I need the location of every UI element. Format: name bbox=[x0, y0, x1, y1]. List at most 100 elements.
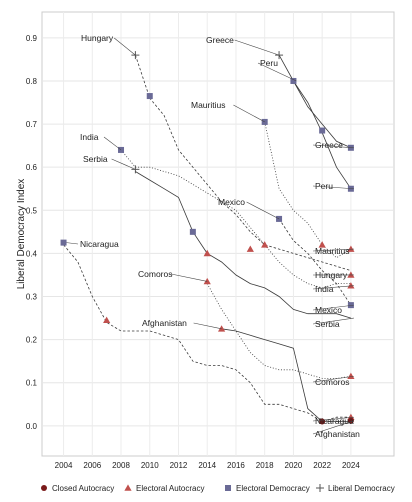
svg-text:India: India bbox=[80, 132, 99, 142]
svg-text:Greece: Greece bbox=[206, 35, 234, 45]
x-tick-label: 2024 bbox=[342, 461, 360, 470]
svg-text:Greece: Greece bbox=[315, 140, 343, 150]
triangle-legend-icon bbox=[124, 484, 132, 491]
y-axis-label: Liberal Democracy Index bbox=[16, 179, 27, 290]
y-tick-label: 0.6 bbox=[26, 163, 38, 172]
label-serbia: Serbia bbox=[312, 317, 354, 329]
grid bbox=[42, 12, 394, 456]
plus-legend-icon bbox=[316, 484, 324, 492]
x-tick-label: 2018 bbox=[256, 461, 274, 470]
svg-text:Mexico: Mexico bbox=[315, 305, 342, 315]
y-tick-label: 0.4 bbox=[26, 249, 38, 258]
label-mexico: Mexico bbox=[312, 304, 354, 315]
label-mexico: Mexico bbox=[218, 197, 280, 220]
y-tick-label: 0.7 bbox=[26, 120, 38, 129]
label-hungary: Hungary bbox=[81, 33, 136, 56]
svg-text:Peru: Peru bbox=[315, 181, 333, 191]
x-tick-label: 2014 bbox=[198, 461, 216, 470]
legend-item-electoral-democracy: Electoral Democracy bbox=[225, 484, 310, 493]
x-tick-label: 2008 bbox=[112, 461, 130, 470]
y-tick-label: 0.9 bbox=[26, 34, 38, 43]
svg-text:Nicaragua: Nicaragua bbox=[315, 416, 354, 426]
label-afghanistan: Afghanistan bbox=[312, 420, 360, 439]
triangle-marker bbox=[318, 241, 326, 248]
y-tick-label: 0.3 bbox=[26, 293, 38, 302]
legend-item-closed-autocracy: Closed Autocracy bbox=[41, 484, 114, 493]
label-india: India bbox=[80, 132, 122, 151]
svg-text:Afghanistan: Afghanistan bbox=[315, 429, 360, 439]
label-nicaragua: Nicaragua bbox=[66, 239, 119, 249]
y-ticks: 0.0 0.1 0.2 0.3 0.4 0.5 0.6 0.7 0.8 0.9 bbox=[26, 34, 38, 431]
legend-item-electoral-autocracy: Electoral Autocracy bbox=[124, 484, 204, 493]
svg-text:Electoral Autocracy: Electoral Autocracy bbox=[136, 484, 204, 493]
y-tick-label: 0.2 bbox=[26, 336, 38, 345]
circle-legend-icon bbox=[41, 485, 47, 491]
y-tick-label: 0.8 bbox=[26, 77, 38, 86]
x-tick-label: 2020 bbox=[285, 461, 303, 470]
triangle-marker bbox=[347, 282, 355, 289]
x-tick-label: 2004 bbox=[55, 461, 73, 470]
svg-text:Electoral Democracy: Electoral Democracy bbox=[236, 484, 310, 493]
square-marker bbox=[60, 239, 67, 246]
svg-text:India: India bbox=[315, 284, 334, 294]
label-peru: Peru bbox=[312, 181, 354, 191]
series-line-greece bbox=[278, 54, 352, 149]
x-tick-label: 2016 bbox=[227, 461, 245, 470]
square-marker bbox=[189, 228, 196, 235]
svg-text:Serbia: Serbia bbox=[315, 319, 340, 329]
label-serbia: Serbia bbox=[83, 154, 136, 170]
label-nicaragua: Nicaragua bbox=[312, 416, 354, 426]
x-tick-label: 2022 bbox=[313, 461, 331, 470]
svg-text:Liberal Democracy: Liberal Democracy bbox=[328, 484, 395, 493]
svg-text:Nicaragua: Nicaragua bbox=[80, 239, 119, 249]
svg-text:Mauritius: Mauritius bbox=[191, 100, 225, 110]
triangle-marker bbox=[347, 271, 355, 278]
triangle-marker bbox=[347, 372, 355, 380]
triangle-marker bbox=[347, 245, 355, 252]
label-mauritius: Mauritius bbox=[191, 100, 265, 123]
x-tick-label: 2006 bbox=[83, 461, 101, 470]
triangle-marker bbox=[261, 241, 269, 248]
svg-text:Comoros: Comoros bbox=[138, 269, 172, 279]
label-afghanistan: Afghanistan bbox=[142, 318, 222, 330]
plot-frame bbox=[41, 11, 395, 457]
triangle-marker bbox=[246, 245, 254, 252]
label-comoros: Comoros bbox=[312, 375, 354, 387]
svg-text:Comoros: Comoros bbox=[315, 377, 349, 387]
y-tick-label: 0.0 bbox=[26, 422, 38, 431]
label-greece: Greece bbox=[312, 140, 354, 150]
label-mauritius: Mauritius bbox=[312, 246, 354, 256]
series-line-nicaragua bbox=[63, 244, 351, 422]
y-tick-label: 0.1 bbox=[26, 379, 38, 388]
square-marker bbox=[146, 93, 153, 100]
svg-text:Mauritius: Mauritius bbox=[315, 246, 349, 256]
svg-text:Closed Autocracy: Closed Autocracy bbox=[52, 484, 114, 493]
square-marker bbox=[290, 77, 297, 84]
legend: Closed Autocracy Electoral Autocracy Elect… bbox=[41, 484, 395, 493]
x-ticks: 2004 2006 2008 2010 2012 2014 2016 2018 2020 2022… bbox=[55, 461, 361, 470]
series-line-afghanistan bbox=[221, 328, 351, 422]
square-marker bbox=[319, 127, 326, 134]
svg-text:Peru: Peru bbox=[260, 58, 278, 68]
svg-text:Serbia: Serbia bbox=[83, 154, 108, 164]
label-hungary: Hungary bbox=[312, 270, 354, 280]
label-india: India bbox=[312, 284, 354, 294]
square-marker bbox=[347, 302, 354, 309]
x-tick-label: 2010 bbox=[141, 461, 159, 470]
triangle-marker bbox=[203, 249, 211, 257]
svg-text:Afghanistan: Afghanistan bbox=[142, 318, 187, 328]
series-labels: Hungary India Serbia Nicaragua Greece Peru Mau… bbox=[66, 33, 360, 439]
label-comoros: Comoros bbox=[138, 269, 208, 282]
square-legend-icon bbox=[225, 485, 231, 491]
triangle-marker bbox=[103, 316, 111, 324]
series-line-hungary bbox=[135, 54, 352, 271]
svg-text:Mexico: Mexico bbox=[218, 197, 245, 207]
label-peru: Peru bbox=[257, 58, 297, 82]
x-tick-label: 2012 bbox=[170, 461, 188, 470]
triangle-marker bbox=[217, 325, 226, 332]
svg-text:Hungary: Hungary bbox=[81, 33, 114, 43]
triangle-marker bbox=[203, 277, 211, 285]
y-tick-label: 0.5 bbox=[26, 206, 38, 215]
label-greece: Greece bbox=[206, 35, 280, 56]
